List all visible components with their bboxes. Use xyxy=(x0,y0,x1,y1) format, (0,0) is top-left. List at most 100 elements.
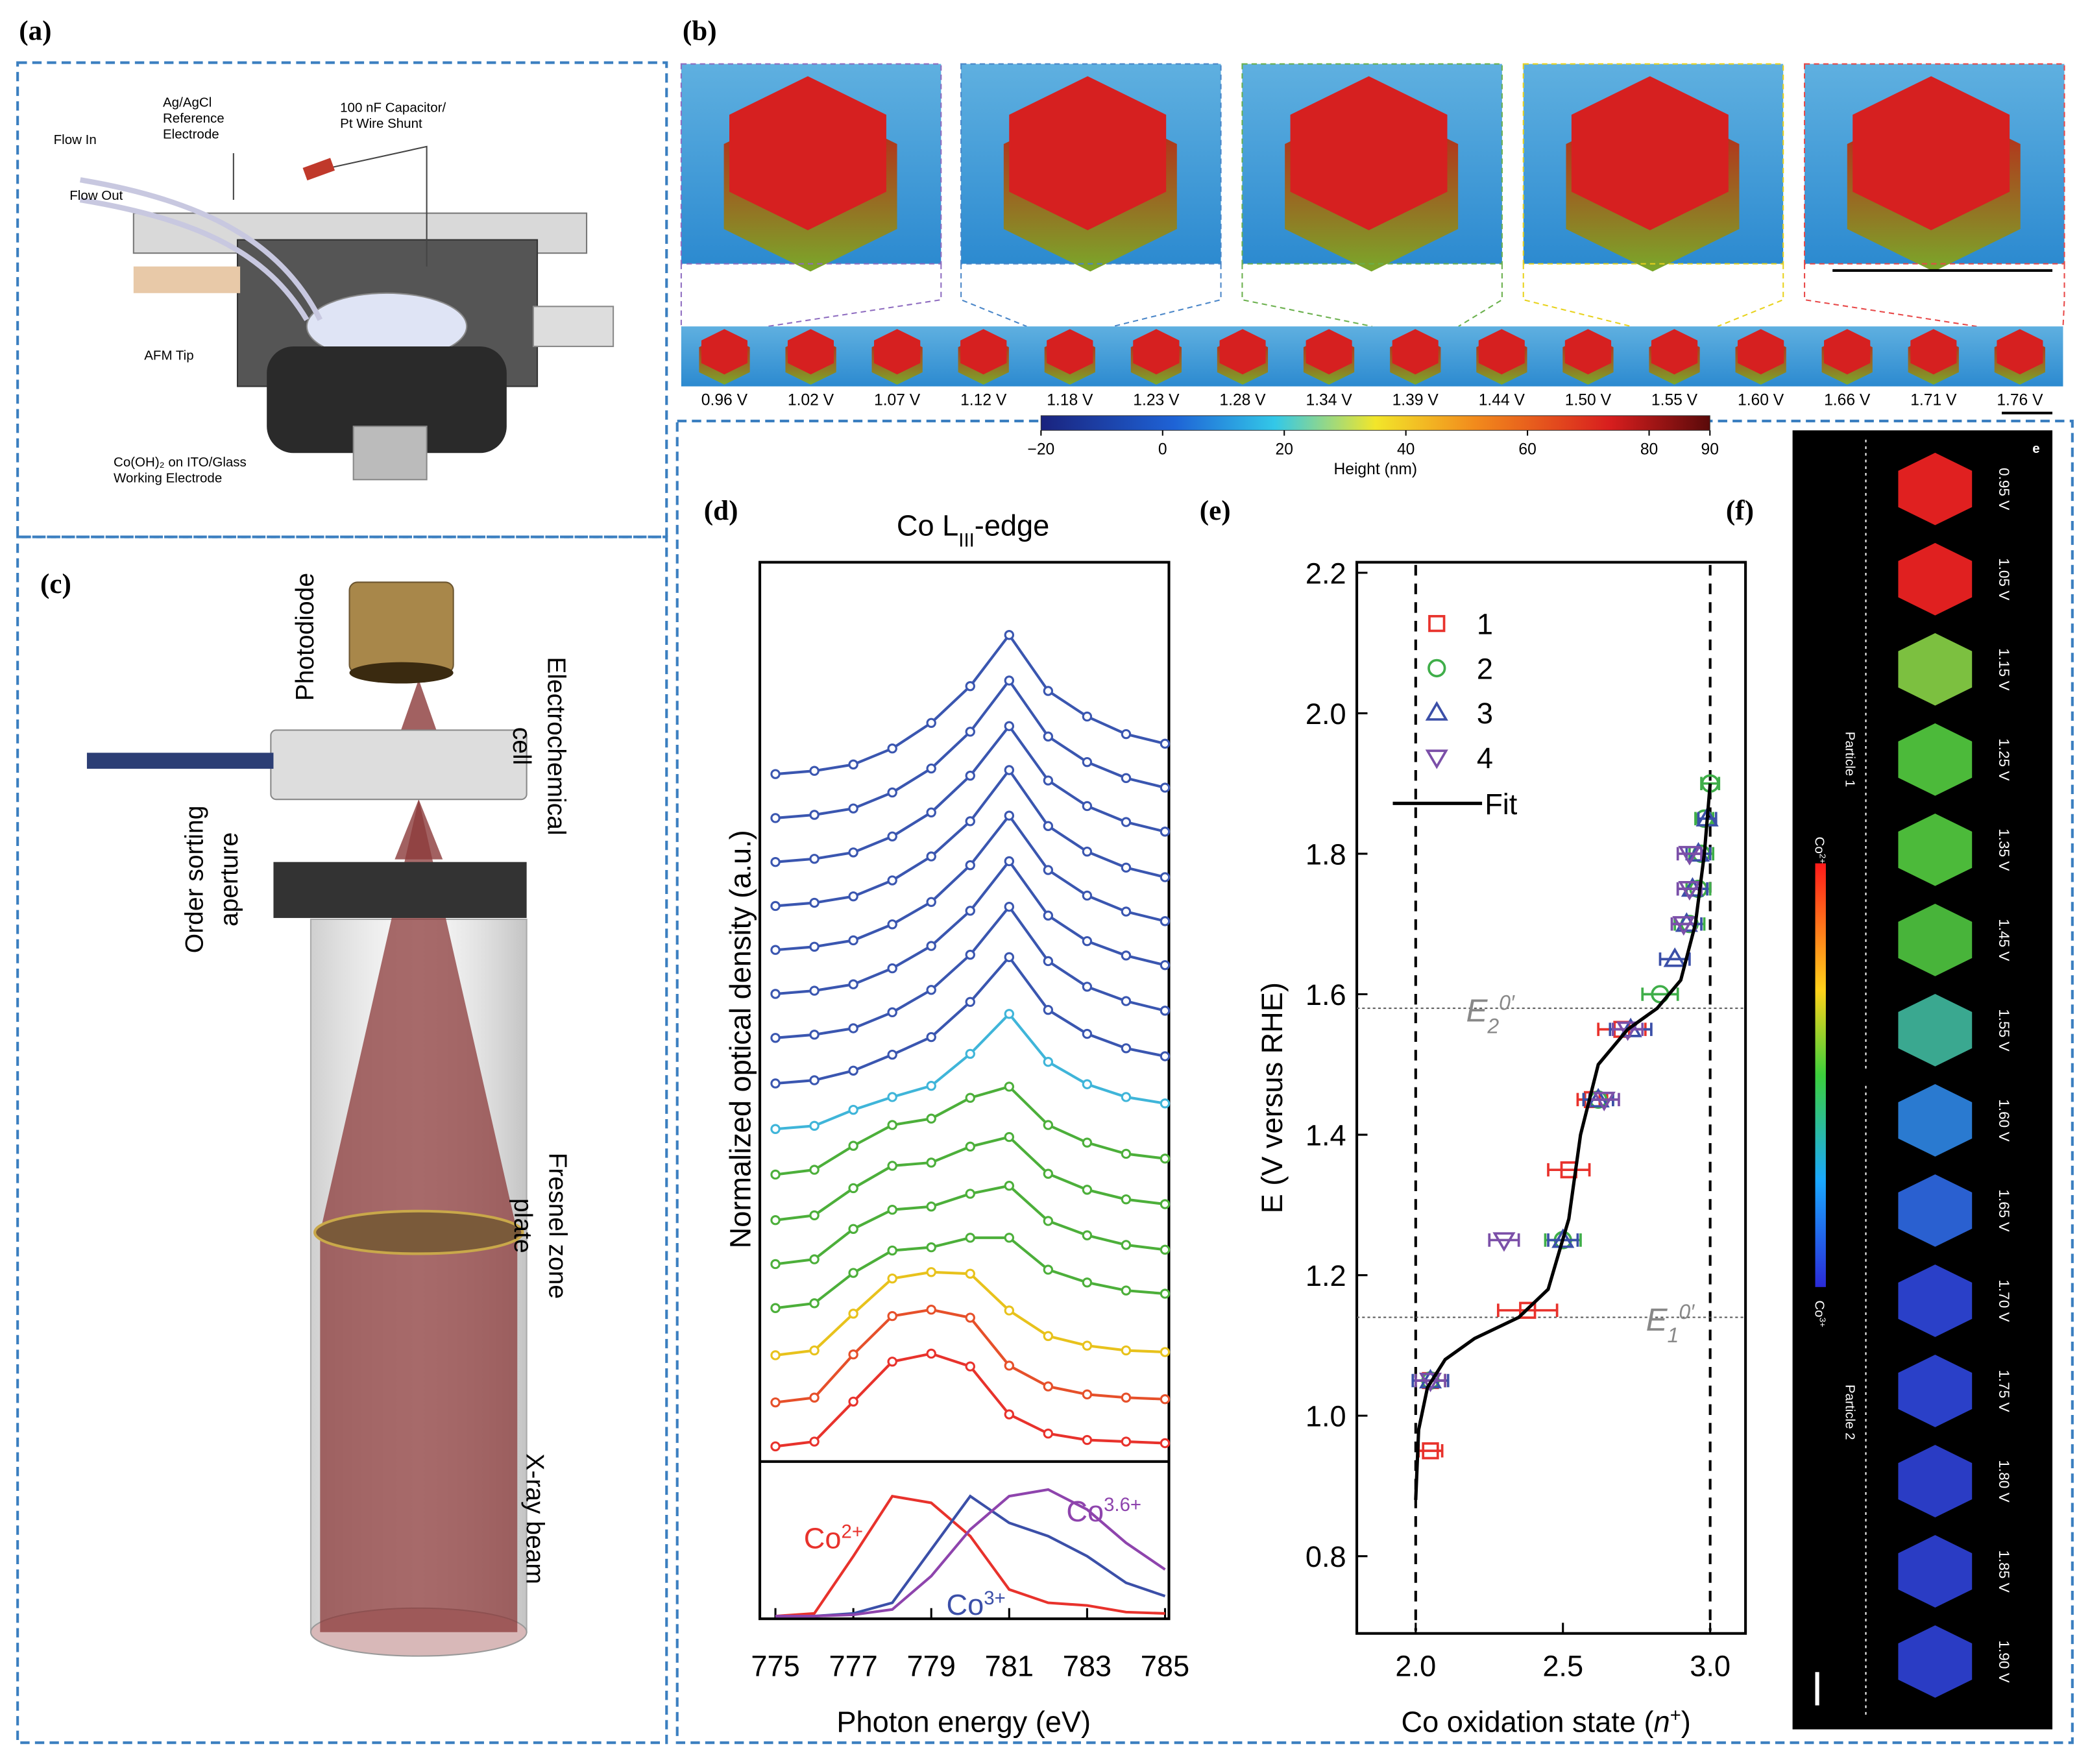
data-point xyxy=(1160,1394,1171,1405)
label: X-ray beam xyxy=(521,1453,549,1584)
data-point xyxy=(887,919,897,930)
data-point xyxy=(887,1049,897,1060)
data-point xyxy=(1160,1288,1171,1299)
voltage-label: 1.66 V xyxy=(1824,391,1871,409)
colorbar-tick-label: 0 xyxy=(1158,441,1167,458)
data-point xyxy=(1619,1017,1642,1037)
voltage-label: 1.23 V xyxy=(1133,391,1180,409)
x-tick-label: 2.5 xyxy=(1542,1649,1583,1682)
voltage-label: 1.45 V xyxy=(1996,919,2012,961)
spectrum-label-part: 3+ xyxy=(984,1587,1005,1608)
data-point xyxy=(1678,845,1701,865)
particle xyxy=(1737,329,1784,375)
reference-label-part: 1 xyxy=(1668,1323,1679,1347)
data-point xyxy=(1082,1185,1093,1195)
panel-label: (e) xyxy=(1200,496,1231,526)
colorbar-label-part: Co xyxy=(1812,1300,1827,1317)
legend-label: 2 xyxy=(1477,652,1493,685)
panel-frame xyxy=(16,61,668,538)
data-point xyxy=(926,1348,936,1359)
data-point xyxy=(770,1397,781,1408)
data-point xyxy=(926,941,936,951)
voltage-label: 1.60 V xyxy=(1738,391,1784,409)
voltage-label: 1.25 V xyxy=(1996,738,2012,780)
data-point xyxy=(809,766,820,776)
data-point xyxy=(809,1436,820,1447)
label: Working Electrode xyxy=(114,470,222,485)
colorbar-label: Height (nm) xyxy=(1333,461,1417,478)
data-point xyxy=(848,1268,858,1278)
connector xyxy=(1804,263,2065,328)
x-axis-label: Photon energy (eV) xyxy=(836,1706,1091,1739)
x-tick-label: 3.0 xyxy=(1690,1649,1731,1682)
plot-frame xyxy=(1355,561,1747,1635)
data-point xyxy=(887,1204,897,1215)
y-tick-label: 1.6 xyxy=(1306,978,1346,1011)
voltage-label: 1.75 V xyxy=(1996,1370,2012,1412)
data-point xyxy=(1121,773,1132,784)
data-point xyxy=(1160,738,1171,749)
reference-spectrum xyxy=(775,1494,1165,1618)
data-point xyxy=(1121,1436,1132,1447)
label: Flow Out xyxy=(69,188,123,203)
data-point xyxy=(809,1075,820,1085)
data-point xyxy=(1004,1181,1015,1191)
spectrum xyxy=(775,633,1166,776)
chart-title-part: Co L xyxy=(897,509,958,542)
data-point xyxy=(887,1245,897,1256)
data-point xyxy=(965,681,975,692)
data-point xyxy=(1043,1428,1054,1439)
data-point xyxy=(926,897,936,908)
voltage-label: 1.50 V xyxy=(1565,391,1612,409)
data-point xyxy=(965,1189,975,1199)
data-point xyxy=(1082,711,1093,722)
voltage-label: 1.90 V xyxy=(1996,1640,2012,1682)
colorbar-label: Co2+ xyxy=(1812,837,1828,864)
chart-title-part: III xyxy=(958,529,974,551)
voltage-label: 1.12 V xyxy=(960,391,1007,409)
data-point xyxy=(1586,1087,1610,1108)
voltage-label: 1.71 V xyxy=(1910,391,1957,409)
stxm-schematic xyxy=(86,581,528,1657)
particle-image xyxy=(1898,542,1973,616)
data-point xyxy=(965,997,975,1008)
data-point xyxy=(965,1312,975,1323)
particle xyxy=(1651,329,1698,375)
panel-frame xyxy=(16,535,668,1745)
x-tick-label: 775 xyxy=(751,1649,799,1682)
chart-title-part: -edge xyxy=(975,509,1050,542)
voltage-label: 1.85 V xyxy=(1996,1550,2012,1592)
data-point xyxy=(809,1345,820,1356)
label: Electrode xyxy=(163,127,219,142)
data-point xyxy=(965,816,975,827)
error-bar xyxy=(1547,1163,1591,1177)
error-bar xyxy=(1641,987,1679,1001)
colorbar-tick-label: 20 xyxy=(1276,441,1293,458)
tile-border xyxy=(1522,63,1784,265)
voltage-label: 1.34 V xyxy=(1306,391,1353,409)
reference-label: E10′ xyxy=(1646,1300,1695,1347)
data-point xyxy=(1418,1372,1442,1393)
particle xyxy=(1478,329,1525,375)
voltage-label: 1.35 V xyxy=(1996,828,2012,871)
data-point xyxy=(1082,1277,1093,1288)
voltage-label: 1.07 V xyxy=(874,391,921,409)
particle-image xyxy=(1898,1535,1973,1608)
voltage-label: 1.15 V xyxy=(1996,648,2012,690)
error-bar xyxy=(1488,1233,1520,1247)
data-point xyxy=(1082,756,1093,767)
spectrum-label-part: 3.6+ xyxy=(1104,1494,1141,1516)
voltage-label: 1.28 V xyxy=(1219,391,1266,409)
data-point xyxy=(848,1104,858,1115)
data-point xyxy=(1004,721,1015,731)
data-point xyxy=(926,763,936,774)
particle-image xyxy=(1898,1084,1973,1157)
data-point xyxy=(1492,1232,1516,1252)
x-axis-label-part: n xyxy=(1654,1706,1670,1739)
data-point xyxy=(1160,1244,1171,1255)
data-point xyxy=(926,1202,936,1212)
data-point xyxy=(1043,821,1054,831)
data-point xyxy=(770,856,781,867)
data-point xyxy=(770,1215,781,1226)
